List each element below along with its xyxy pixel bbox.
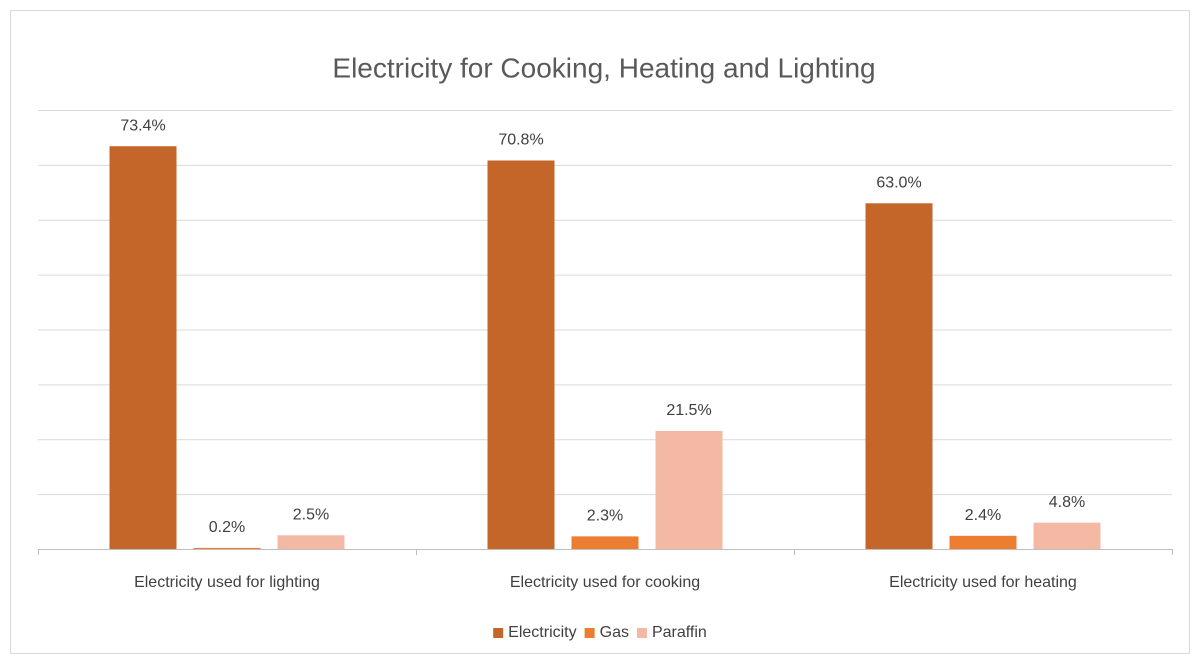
bar: [655, 431, 723, 549]
chart-title: Electricity for Cooking, Heating and Lig…: [332, 52, 875, 83]
x-tick-label: Electricity used for heating: [889, 574, 1077, 591]
data-label: 2.3%: [587, 508, 623, 525]
bar: [277, 535, 345, 549]
bar: [487, 160, 555, 550]
chart-frame: [10, 10, 1190, 654]
bar: [865, 203, 933, 549]
data-label: 2.4%: [965, 507, 1001, 524]
x-tick-label: Electricity used for cooking: [510, 574, 700, 591]
data-label: 70.8%: [498, 132, 543, 149]
bar: [1033, 522, 1101, 549]
bar: [949, 535, 1017, 549]
data-label: 0.2%: [209, 519, 245, 536]
data-label: 21.5%: [666, 402, 711, 419]
legend-label: Paraffin: [652, 624, 707, 641]
legend-label: Gas: [600, 624, 629, 641]
legend-label: Electricity: [508, 624, 576, 641]
legend-swatch: [636, 628, 647, 638]
bar: [193, 547, 261, 549]
x-tick-label: Electricity used for lighting: [134, 574, 320, 591]
legend-swatch: [584, 628, 595, 638]
data-label: 4.8%: [1049, 494, 1085, 511]
data-label: 63.0%: [876, 175, 921, 192]
legend-swatch: [493, 628, 504, 638]
bar: [109, 146, 177, 549]
data-label: 73.4%: [120, 117, 165, 134]
data-label: 2.5%: [293, 507, 329, 524]
bar: [571, 536, 639, 549]
